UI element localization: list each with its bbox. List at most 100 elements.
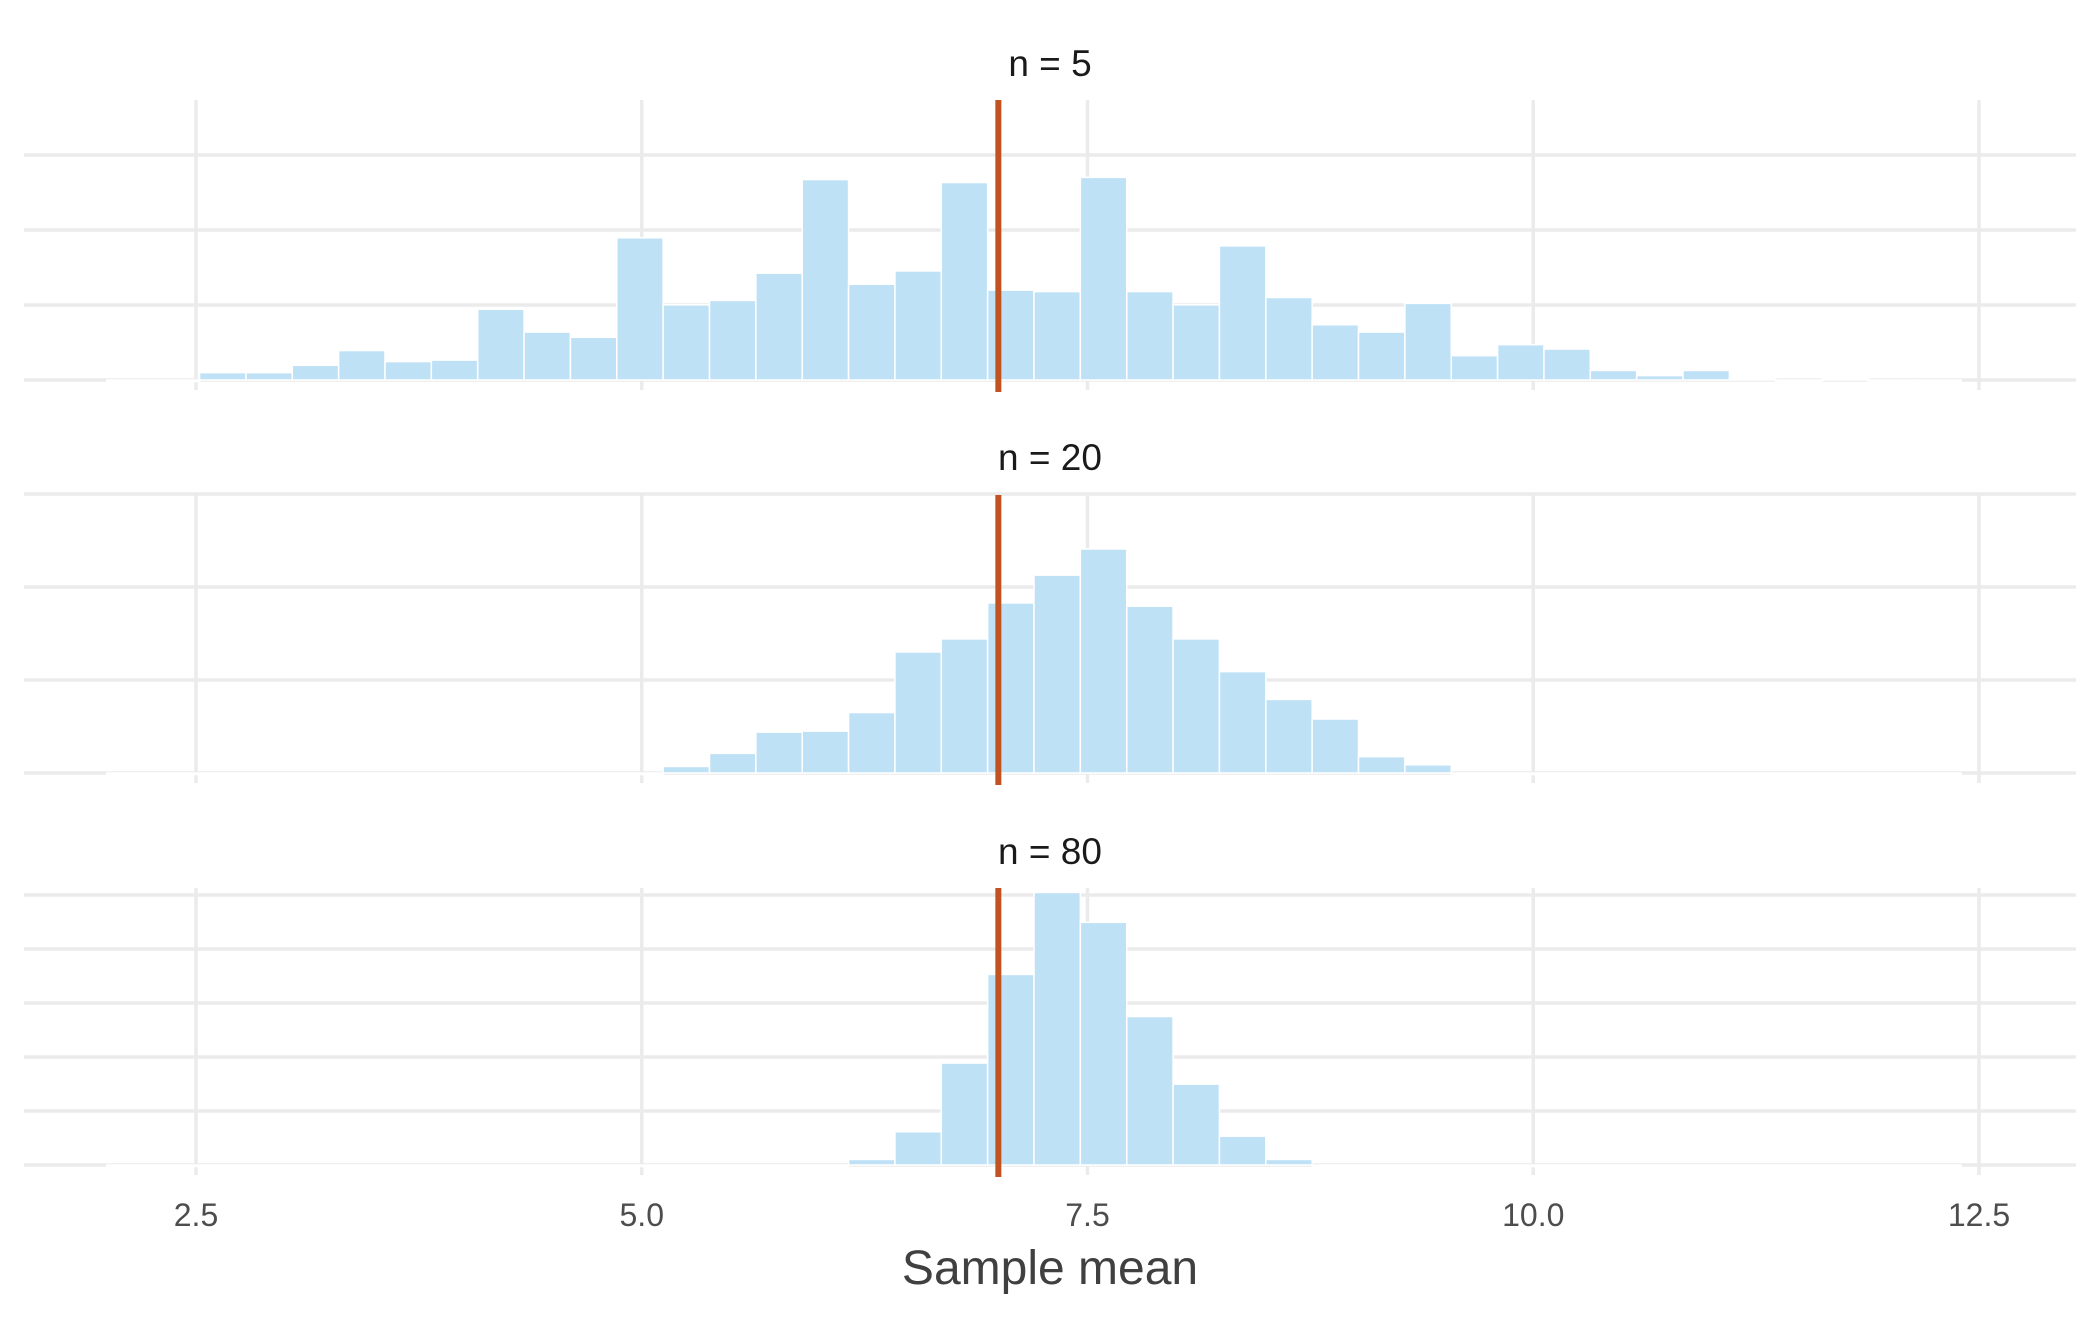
histogram-bar [476, 772, 525, 776]
histogram-bar [1914, 1164, 1962, 1168]
histogram-bar [245, 772, 294, 776]
histogram-bar [1357, 1164, 1406, 1168]
histogram-bar [1265, 296, 1313, 381]
histogram-bar [894, 270, 943, 381]
histogram-bar [1821, 772, 1870, 776]
histogram-bar [1404, 302, 1452, 381]
x-tick-label: 12.5 [1948, 1197, 2010, 1233]
histogram-bar [1774, 772, 1823, 776]
histogram-bar [1404, 1164, 1452, 1168]
histogram-bar [940, 638, 989, 774]
histogram-bar [1218, 1135, 1267, 1166]
histogram-bar [940, 1062, 989, 1166]
histogram-bar [1218, 245, 1267, 381]
histogram-bar [1589, 1164, 1638, 1168]
histogram-bar [569, 772, 618, 776]
facet-title: n = 5 [1008, 43, 1091, 84]
histogram-bar [1079, 176, 1128, 381]
histogram-bar [1311, 1164, 1360, 1168]
histogram-bar [152, 379, 201, 383]
histogram-bar [801, 178, 850, 381]
histogram-bar [523, 331, 572, 381]
histogram-bar [755, 731, 803, 774]
histogram-bar [1589, 772, 1638, 776]
histogram-bar [1867, 1164, 1916, 1168]
histogram-bar [1079, 548, 1128, 774]
histogram-bar [662, 765, 711, 774]
histogram-bar [1774, 1164, 1823, 1168]
histogram-bar [1033, 290, 1082, 381]
histogram-bar [152, 772, 201, 776]
facet-panel: n = 80 [24, 831, 2076, 1177]
histogram-bar [708, 1164, 757, 1168]
histogram-bar [1682, 369, 1731, 381]
histogram-bar [476, 308, 525, 381]
histogram-bar [245, 1164, 294, 1168]
histogram-bar [1172, 304, 1221, 381]
histogram-bar [801, 730, 850, 774]
histogram-bar [755, 272, 803, 381]
histogram-bar [106, 1164, 154, 1168]
histogram-bar [894, 1131, 943, 1166]
x-axis-title: Sample mean [902, 1242, 1198, 1295]
histogram-bar [1357, 331, 1406, 381]
histogram-bar [1635, 772, 1684, 776]
histogram-bar [1450, 354, 1499, 381]
histogram-bar [1496, 343, 1545, 381]
histogram-bar [1589, 369, 1638, 381]
facet-title: n = 20 [998, 437, 1102, 478]
histogram-bar [476, 1164, 525, 1168]
histogram-bar [337, 772, 386, 776]
histogram-bar [1821, 1164, 1870, 1168]
histogram-bar [1635, 374, 1684, 381]
histogram-bar [1450, 772, 1499, 776]
histogram-bar [847, 711, 896, 774]
histogram-bar [1914, 379, 1962, 383]
histogram-bar [986, 973, 1035, 1166]
histogram-bar [1914, 772, 1962, 776]
histogram-bar [1543, 772, 1592, 776]
x-tick-label: 5.0 [620, 1197, 664, 1233]
histogram-bar [1728, 772, 1777, 776]
histogram-bar [1125, 290, 1174, 381]
facet-panel: n = 5 [24, 43, 2076, 392]
histogram-bar [198, 1164, 247, 1168]
histogram-bar [1728, 377, 1777, 381]
histogram-bar [708, 752, 757, 774]
facet-title: n = 80 [998, 831, 1102, 872]
histogram-bar [291, 1164, 340, 1168]
histogram-bar [708, 299, 757, 381]
histogram-bar [1311, 718, 1360, 774]
histogram-bar [616, 772, 664, 776]
histogram-bar [384, 772, 433, 776]
x-tick-label: 10.0 [1502, 1197, 1564, 1233]
histogram-bar [847, 283, 896, 381]
histogram-bar [1125, 1015, 1174, 1166]
x-tick-label: 2.5 [174, 1197, 218, 1233]
histogram-bar [1218, 670, 1267, 774]
histogram-bar [986, 602, 1035, 774]
histogram-bar [1404, 764, 1452, 774]
histogram-bar [198, 772, 247, 776]
histogram-bar [616, 237, 664, 381]
histogram-bar [1125, 605, 1174, 774]
histogram-bar [106, 379, 154, 383]
histogram-bar [245, 371, 294, 381]
histogram-bar [662, 304, 711, 381]
histogram-bar [1496, 772, 1545, 776]
histogram-bar [430, 1164, 479, 1168]
histogram-bar [986, 289, 1035, 381]
histogram-bar [198, 371, 247, 381]
histogram-bar [1033, 574, 1082, 774]
histogram-bar [1543, 1164, 1592, 1168]
histogram-bar [384, 360, 433, 381]
histogram-bar [1867, 772, 1916, 776]
histogram-bar [1311, 323, 1360, 381]
histogram-bar [616, 1164, 664, 1168]
histogram-bar [337, 349, 386, 381]
histogram-bar [940, 181, 989, 381]
histogram-bar [523, 1164, 572, 1168]
histogram-bar [847, 1158, 896, 1166]
